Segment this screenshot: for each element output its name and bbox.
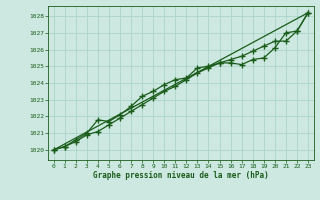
X-axis label: Graphe pression niveau de la mer (hPa): Graphe pression niveau de la mer (hPa)	[93, 171, 269, 180]
